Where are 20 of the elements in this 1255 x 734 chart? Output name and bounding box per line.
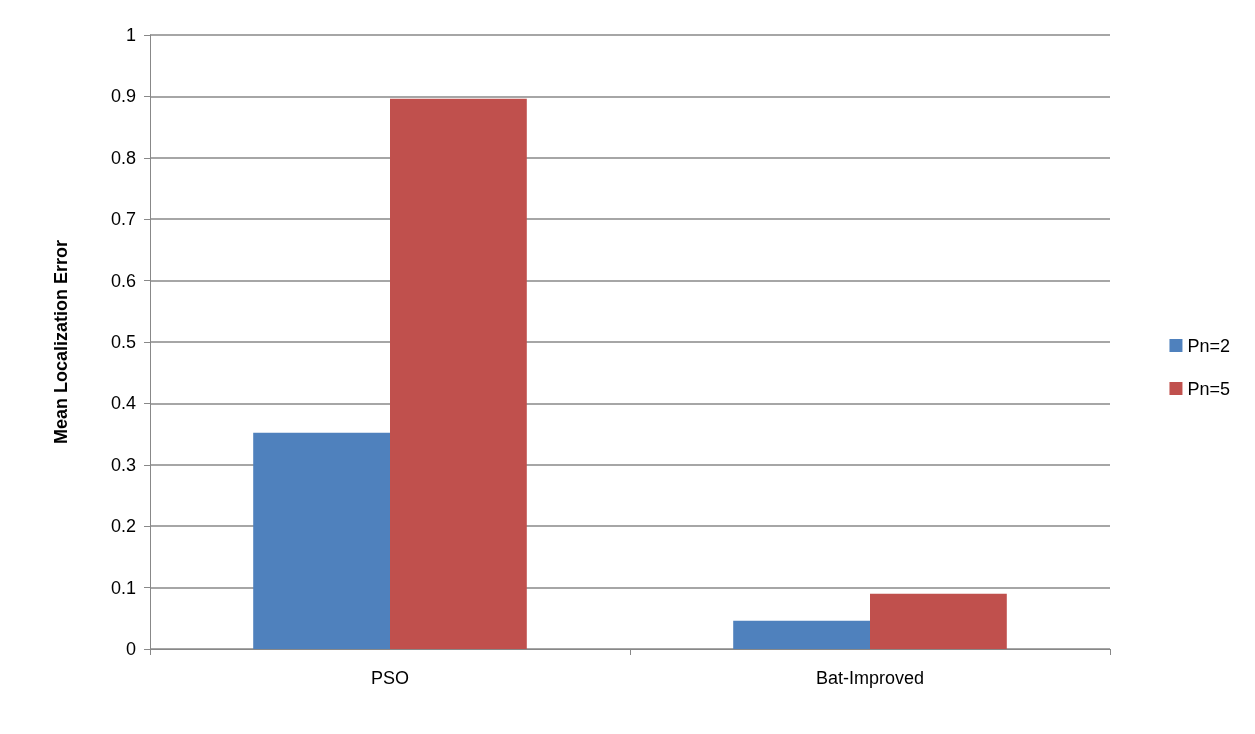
y-tick-label: 0.2 — [110, 516, 136, 537]
y-tick-label: 0.5 — [110, 332, 136, 352]
bar — [253, 432, 390, 649]
y-tick-label: 0.3 — [110, 454, 136, 475]
y-tick-label: 0.6 — [110, 270, 136, 291]
y-tick-label: 0.4 — [110, 393, 136, 414]
y-tick-label: 0.8 — [110, 147, 136, 168]
y-axis-title: Mean Localization Error — [51, 239, 71, 445]
y-tick-label: 0.7 — [110, 209, 136, 230]
legend-label: Pn=5 — [1187, 378, 1231, 399]
y-tick-label: 0.9 — [110, 86, 136, 107]
y-tick-label: 1 — [125, 25, 136, 45]
x-tick-label: Bat-Improved — [815, 668, 925, 688]
bar — [390, 98, 527, 649]
bar — [733, 620, 870, 649]
x-tick-label: PSO — [370, 668, 410, 688]
y-tick-label: 0.1 — [110, 577, 136, 598]
bar — [870, 593, 1007, 649]
legend-label: Pn=2 — [1187, 335, 1231, 356]
y-tick-label: 0 — [125, 639, 136, 659]
